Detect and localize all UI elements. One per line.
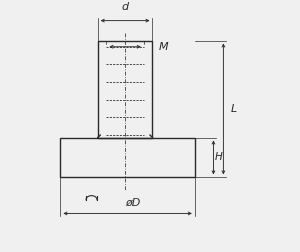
Text: H: H [215, 152, 222, 163]
Text: d: d [122, 2, 129, 12]
Text: L: L [230, 104, 237, 114]
Text: M: M [159, 42, 168, 52]
Text: øD: øD [125, 197, 140, 207]
Bar [98, 41, 152, 138]
Bar [60, 138, 195, 177]
